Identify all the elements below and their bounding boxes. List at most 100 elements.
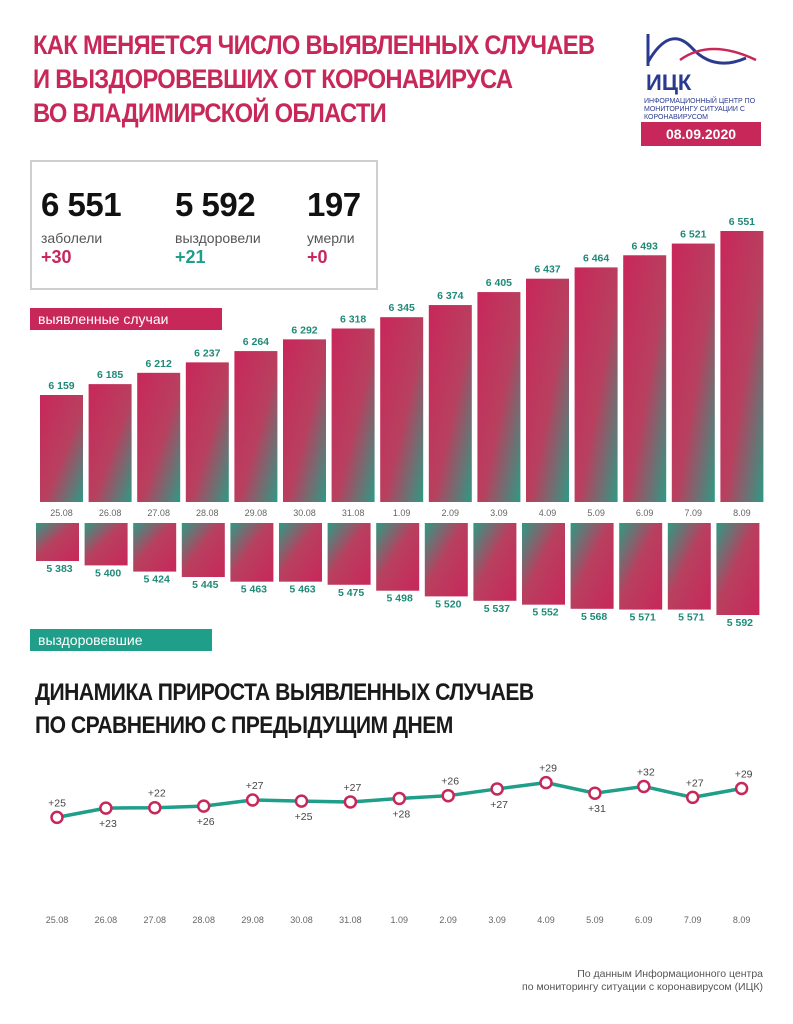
bar-category-label: 6.09	[636, 508, 654, 518]
line-category-label: 1.09	[391, 915, 409, 925]
logo-subtitle: Информационный центр по мониторингу ситу…	[644, 98, 756, 121]
line-category-label: 2.09	[439, 915, 457, 925]
legend-cases: выявленные случаи	[30, 308, 222, 330]
cases-bar-label: 6 264	[243, 336, 269, 348]
line-chart-title-line: Динамика прироста выявленных случаев	[35, 679, 534, 706]
recovered-bar-label: 5 445	[192, 579, 218, 591]
cases-bar-label: 6 437	[534, 264, 560, 276]
increase-point-label: +27	[343, 782, 361, 794]
increase-point-label: +32	[637, 766, 655, 778]
cases-bar-label: 6 493	[632, 240, 658, 252]
increase-point-label: +22	[148, 788, 166, 800]
bar-category-label: 5.09	[587, 508, 605, 518]
legend-recovered: выздоровевшие	[30, 629, 212, 651]
increase-point-label: +29	[539, 763, 557, 775]
cases-bar	[380, 317, 424, 502]
title-line: и выздоровевших от коронавируса	[33, 64, 513, 94]
cases-bar	[185, 362, 229, 502]
recovered-bar	[84, 523, 128, 566]
cases-bar-label: 6 374	[437, 290, 463, 302]
cases-bar-label: 6 237	[194, 347, 220, 359]
recovered-bar-label: 5 463	[289, 584, 315, 596]
increase-point	[441, 788, 455, 803]
increase-point	[196, 799, 211, 813]
line-category-label: 7.09	[684, 915, 702, 925]
recovered-bar-label: 5 520	[435, 598, 461, 610]
stats-box: 6 551 заболели +30 5 592 выздоровели +21…	[30, 160, 378, 290]
cases-bar	[428, 305, 472, 502]
bar-category-label: 30.08	[293, 508, 316, 518]
stat-deaths: 197 умерли +0	[307, 186, 361, 268]
cases-bar-label: 6 159	[48, 380, 74, 392]
recovered-bar	[279, 523, 322, 582]
line-category-label: 31.08	[339, 915, 362, 925]
bar-category-label: 1.09	[393, 508, 411, 518]
title-line: Как меняется число выявленных случаев	[33, 30, 595, 60]
stat-value: 6 551	[41, 186, 122, 223]
line-category-label: 30.08	[290, 915, 313, 925]
recovered-bar-label: 5 571	[678, 612, 704, 624]
stat-label: умерли	[307, 230, 355, 246]
line-category-label: 29.08	[241, 915, 264, 925]
cases-bar-label: 6 185	[97, 369, 123, 381]
recovered-bar	[424, 523, 468, 597]
recovered-bar	[619, 523, 663, 610]
increase-point-label: +27	[246, 780, 264, 792]
recovered-bar	[36, 523, 79, 561]
increase-point	[245, 793, 260, 807]
recovered-bar	[667, 523, 711, 610]
line-chart-title-line: по сравнению с предыдущим днем	[35, 712, 453, 739]
cases-bar	[574, 267, 618, 502]
line-category-label: 8.09	[733, 915, 751, 925]
bar-category-label: 27.08	[147, 508, 170, 518]
recovered-bar-label: 5 498	[387, 593, 413, 605]
recovered-bar	[716, 523, 760, 615]
cases-bar	[234, 351, 278, 502]
cases-bar	[477, 292, 521, 502]
stat-value: 5 592	[175, 186, 256, 223]
recovered-bar	[327, 523, 371, 585]
recovered-bar	[522, 523, 565, 605]
wave-logo-icon	[646, 34, 757, 66]
increase-point	[734, 781, 749, 796]
stat-label: заболели	[41, 230, 103, 246]
increase-point	[50, 810, 64, 825]
recovered-bar-label: 5 383	[46, 563, 72, 575]
increase-point	[490, 782, 504, 796]
cases-bar	[88, 384, 132, 502]
increase-point-label: +26	[197, 816, 215, 828]
logo-name: ИЦК	[646, 70, 692, 95]
bar-category-label: 8.09	[733, 508, 751, 518]
cases-bar	[331, 328, 375, 502]
bar-category-label: 3.09	[490, 508, 508, 518]
increase-point	[99, 801, 113, 815]
recovered-bar	[570, 523, 614, 609]
increase-point-label: +29	[735, 768, 753, 780]
increase-point-label: +25	[295, 811, 313, 823]
line-category-label: 3.09	[488, 915, 506, 925]
line-category-label: 4.09	[537, 915, 555, 925]
line-category-label: 26.08	[95, 915, 118, 925]
cases-bar-label: 6 464	[583, 252, 609, 264]
increase-point-label: +23	[99, 818, 117, 830]
recovered-bar	[230, 523, 274, 582]
recovered-bar-label: 5 463	[241, 584, 267, 596]
stat-label: выздоровели	[175, 230, 261, 246]
page-title: Как меняется число выявленных случаев и …	[33, 28, 595, 130]
increase-point-label: +27	[490, 799, 508, 811]
cases-bar	[137, 372, 181, 502]
increase-point-label: +31	[588, 803, 606, 815]
recovered-bar-label: 5 568	[581, 611, 607, 623]
increase-point-label: +27	[686, 777, 704, 789]
recovered-bar	[473, 523, 517, 601]
cases-bar	[720, 231, 764, 502]
line-category-label: 6.09	[635, 915, 653, 925]
source-line: по мониторингу ситуации с коронавирусом …	[522, 981, 763, 993]
recovered-bar-label: 5 424	[144, 574, 170, 586]
cases-bar-label: 6 551	[729, 216, 755, 228]
cases-bar	[623, 255, 667, 502]
increase-point	[148, 800, 162, 815]
recovered-bar	[133, 523, 177, 572]
increase-point-label: +26	[441, 776, 459, 788]
